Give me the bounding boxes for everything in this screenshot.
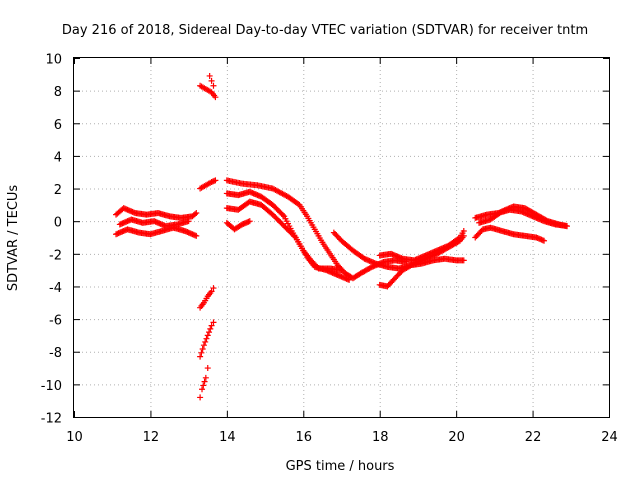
x-tick-label: 12	[143, 430, 160, 445]
data-points	[113, 72, 570, 401]
data-point	[198, 349, 205, 356]
y-tick-label: 10	[45, 53, 62, 68]
series-arc-h	[197, 319, 217, 360]
x-tick-label: 14	[219, 430, 236, 445]
series-arc-f	[197, 177, 219, 192]
x-tick-label: 16	[296, 430, 313, 445]
plot-frame	[73, 57, 610, 418]
series-arc-e	[206, 72, 217, 89]
data-point	[210, 319, 217, 326]
x-tick-label: 22	[525, 430, 542, 445]
series-arc-g	[197, 285, 217, 311]
data-point	[563, 223, 570, 230]
data-point	[212, 177, 219, 184]
x-tick-label: 18	[372, 430, 389, 445]
series-arc-a	[113, 224, 200, 239]
data-point	[208, 77, 215, 84]
series-arc-r	[472, 224, 548, 244]
data-point	[206, 329, 213, 336]
data-point	[203, 335, 210, 342]
x-tick-label: 20	[448, 430, 465, 445]
y-tick-label: 0	[54, 216, 62, 231]
y-tick-label: 4	[54, 150, 62, 165]
y-axis-label: SDTVAR / TECUs	[6, 185, 21, 292]
series-arc-m	[223, 218, 253, 233]
data-point	[338, 267, 345, 274]
data-point	[202, 338, 209, 345]
data-point	[201, 378, 208, 385]
data-point	[204, 365, 211, 372]
data-point	[204, 332, 211, 339]
data-point	[460, 227, 467, 234]
series-arc-s	[476, 203, 570, 230]
y-tick-label: -8	[49, 346, 62, 361]
y-tick-label: -4	[49, 281, 62, 296]
data-point	[200, 382, 207, 389]
data-point	[291, 233, 298, 240]
data-point	[197, 394, 204, 401]
data-point	[279, 212, 286, 219]
data-point	[197, 353, 204, 360]
data-point	[207, 325, 214, 332]
x-tick-label: 24	[601, 430, 618, 445]
data-point	[210, 82, 217, 89]
series-arc-p	[376, 227, 467, 264]
x-axis-label: GPS time / hours	[286, 459, 395, 474]
data-point	[206, 72, 213, 79]
data-point	[212, 94, 219, 101]
y-tick-label: -10	[41, 379, 62, 394]
series-arc-d	[197, 82, 219, 101]
series-arc-i	[197, 365, 211, 401]
series-arc-l	[223, 198, 345, 274]
data-point	[193, 210, 200, 217]
y-tick-label: 2	[54, 183, 62, 198]
data-point	[200, 342, 207, 349]
data-point	[460, 257, 467, 264]
data-point	[199, 346, 206, 353]
data-point	[202, 374, 209, 381]
chart-title: Day 216 of 2018, Sidereal Day-to-day VTE…	[62, 23, 588, 38]
data-point	[346, 276, 353, 283]
y-tick-label: -12	[41, 412, 62, 427]
data-point	[210, 285, 217, 292]
y-tick-label: 8	[54, 85, 62, 100]
y-tick-label: -6	[49, 314, 62, 329]
data-point	[208, 322, 215, 329]
data-point	[246, 218, 253, 225]
y-tick-label: -2	[49, 248, 62, 263]
data-point	[541, 237, 548, 244]
y-tick-label: 6	[54, 118, 62, 133]
data-point	[199, 386, 206, 393]
series-arc-b	[113, 205, 200, 221]
data-point	[192, 211, 199, 218]
x-tick-label: 10	[66, 430, 83, 445]
data-point	[455, 235, 462, 242]
data-point	[208, 288, 215, 295]
data-point	[193, 232, 200, 239]
data-point	[185, 218, 192, 225]
series-arc-c	[116, 216, 192, 230]
